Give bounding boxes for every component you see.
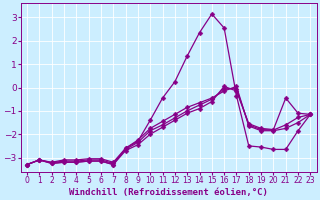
X-axis label: Windchill (Refroidissement éolien,°C): Windchill (Refroidissement éolien,°C) — [69, 188, 268, 197]
